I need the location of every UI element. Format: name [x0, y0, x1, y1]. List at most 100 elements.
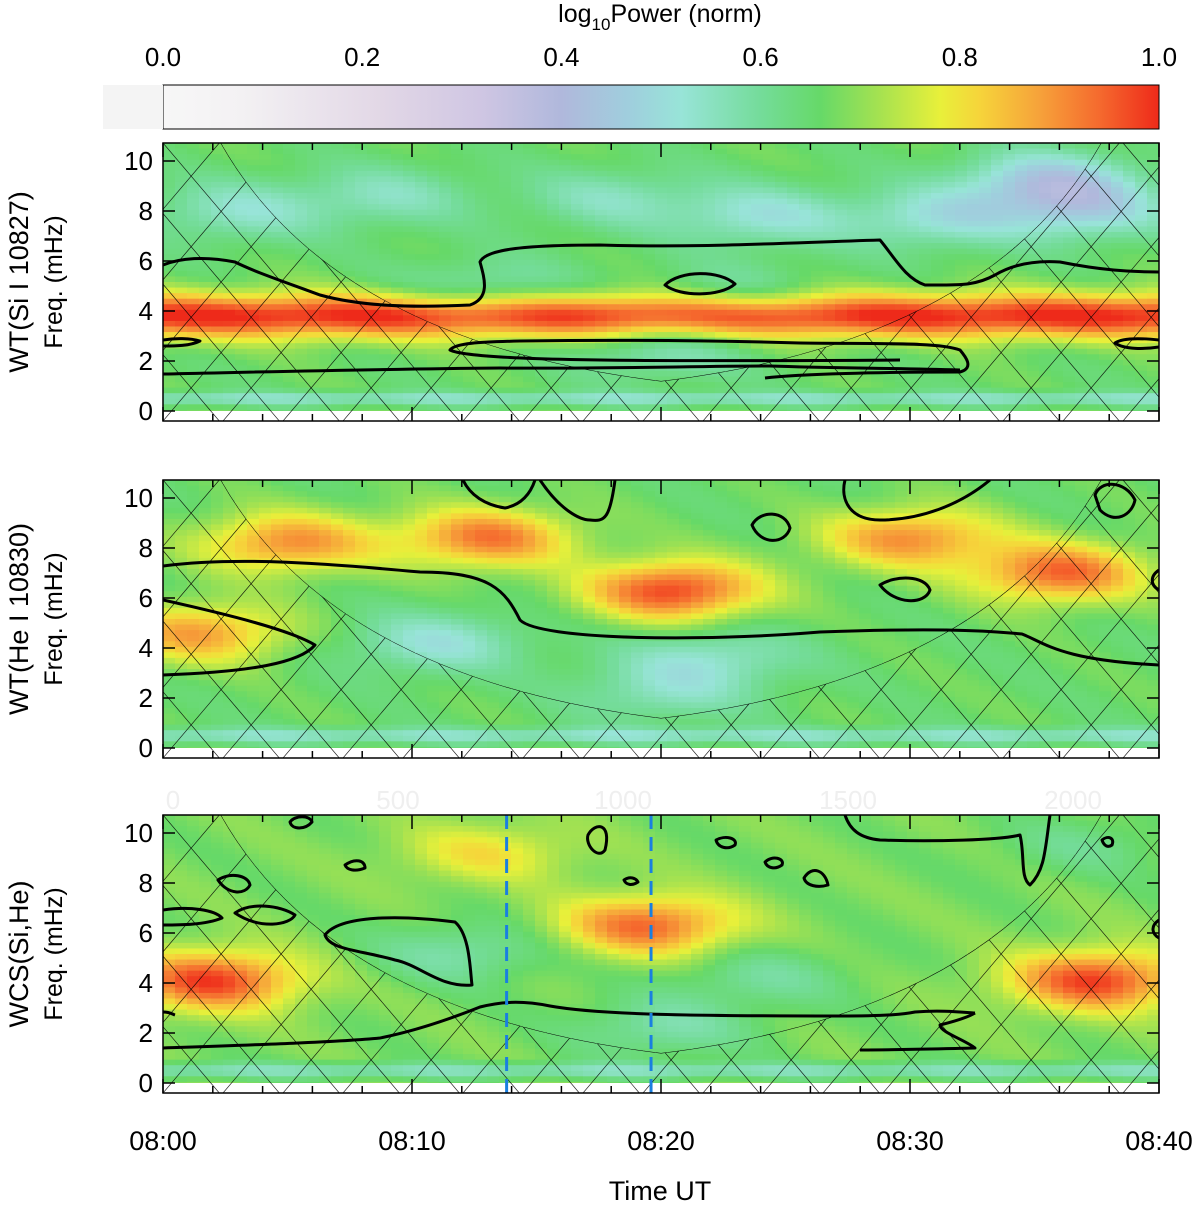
heatmap-cell — [367, 304, 380, 311]
heatmap-cell — [199, 287, 212, 294]
heatmap-cell — [1123, 220, 1136, 227]
heatmap-cell — [307, 220, 320, 227]
heatmap-cell — [403, 359, 416, 366]
heatmap-cell — [1063, 382, 1076, 389]
heatmap-cell — [1027, 243, 1040, 250]
heatmap-cell — [319, 193, 332, 200]
heatmap-cell — [1135, 332, 1148, 339]
heatmap-cell — [535, 393, 548, 400]
heatmap-cell — [775, 404, 788, 411]
heatmap-cell — [811, 348, 824, 355]
heatmap-cell — [931, 376, 944, 383]
heatmap-cell — [1147, 165, 1159, 172]
heatmap-cell — [247, 237, 260, 244]
heatmap-cell — [343, 359, 356, 366]
heatmap-cell — [295, 343, 308, 350]
heatmap-cell — [1039, 315, 1052, 322]
heatmap-cell — [943, 332, 956, 339]
heatmap-cell — [931, 393, 944, 400]
heatmap-cell — [991, 320, 1004, 328]
heatmap-cell — [1003, 376, 1016, 383]
heatmap-cell — [1099, 176, 1112, 183]
heatmap-cell — [1075, 293, 1088, 300]
heatmap-cell — [271, 365, 284, 372]
heatmap-cell — [979, 404, 992, 411]
heatmap-cell — [763, 404, 776, 411]
heatmap-cell — [379, 315, 392, 322]
heatmap-cell — [535, 404, 548, 411]
heatmap-cell — [379, 320, 392, 328]
heatmap-cell — [187, 343, 200, 350]
heatmap-cell — [379, 359, 392, 366]
heatmap-cell — [307, 304, 320, 311]
heatmap-cell — [1135, 148, 1148, 155]
heatmap-cell — [943, 398, 956, 405]
heatmap-cell — [919, 348, 932, 355]
heatmap-cell — [1087, 354, 1100, 361]
heatmap-cell — [1075, 243, 1088, 250]
heatmap-cell — [163, 326, 176, 333]
heatmap-cell — [439, 370, 452, 378]
heatmap-cell — [271, 348, 284, 355]
heatmap-cell — [211, 293, 224, 300]
heatmap-cell — [679, 404, 692, 411]
heatmap-cell — [403, 393, 416, 400]
heatmap-cell — [223, 332, 236, 339]
heatmap-cell — [283, 315, 296, 322]
heatmap-cell — [415, 404, 428, 411]
heatmap-cell — [223, 382, 236, 389]
heatmap-cell — [1063, 332, 1076, 339]
heatmap-cell — [235, 293, 248, 300]
heatmap-cell — [307, 343, 320, 350]
heatmap-cell — [739, 398, 752, 405]
heatmap-cell — [319, 148, 332, 155]
heatmap-cell — [859, 387, 872, 394]
heatmap-cell — [307, 282, 320, 289]
heatmap-cell — [271, 226, 284, 233]
heatmap-cell — [223, 337, 236, 344]
heatmap-cell — [883, 370, 896, 378]
heatmap-cell — [235, 187, 248, 194]
heatmap-cell — [787, 354, 800, 361]
heatmap-cell — [283, 398, 296, 405]
heatmap-cell — [307, 226, 320, 233]
heatmap-cell — [1099, 398, 1112, 405]
heatmap-cell — [859, 393, 872, 400]
heatmap-cell — [283, 348, 296, 355]
heatmap-cell — [799, 404, 812, 411]
heatmap-cell — [1147, 287, 1159, 294]
heatmap-cell — [859, 332, 872, 339]
heatmap-cell — [1003, 315, 1016, 322]
heatmap-cell — [1075, 315, 1088, 322]
heatmap-cell — [1075, 237, 1088, 244]
heatmap-cell — [223, 165, 236, 172]
heatmap-cell — [1039, 254, 1052, 261]
heatmap-cell — [319, 276, 332, 283]
heatmap-cell — [175, 320, 188, 328]
heatmap-cell — [307, 198, 320, 205]
heatmap-cell — [223, 148, 236, 155]
heatmap-cell — [1147, 270, 1159, 278]
heatmap-cell — [295, 254, 308, 261]
heatmap-cell — [775, 370, 788, 378]
heatmap-cell — [367, 398, 380, 405]
heatmap-cell — [583, 382, 596, 389]
heatmap-cell — [763, 393, 776, 400]
heatmap-cell — [211, 332, 224, 339]
heatmap-cell — [175, 148, 188, 155]
heatmap-cell — [1111, 143, 1124, 150]
heatmap-cell — [679, 387, 692, 394]
heatmap-cell — [739, 370, 752, 378]
heatmap-cell — [283, 376, 296, 383]
heatmap-cell — [355, 293, 368, 300]
heatmap-cell — [211, 382, 224, 389]
heatmap-cell — [1111, 343, 1124, 350]
heatmap-cell — [1039, 326, 1052, 333]
heatmap-cell — [259, 231, 272, 239]
heatmap-cell — [631, 393, 644, 400]
heatmap-cell — [283, 170, 296, 177]
heatmap-cell — [1087, 404, 1100, 411]
heatmap-cell — [199, 359, 212, 366]
heatmap-cell — [175, 298, 188, 305]
heatmap-cell — [283, 181, 296, 189]
